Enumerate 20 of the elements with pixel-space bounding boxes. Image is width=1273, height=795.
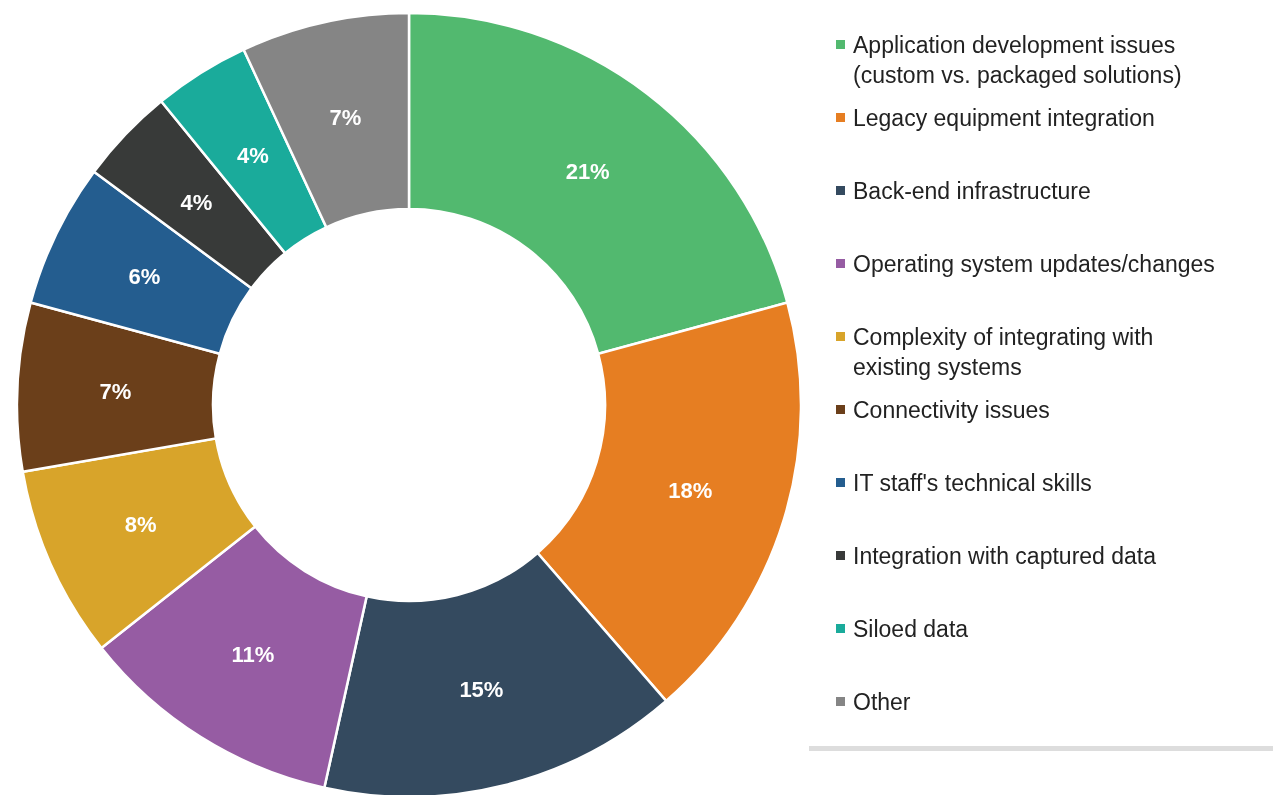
data-label: 11% [231,641,275,667]
data-label: 6% [128,264,161,290]
data-label: 8% [124,512,157,538]
legend-label: Legacy equipment integration [853,105,1155,131]
data-label: 21% [565,159,610,185]
legend-label: Complexity of integrating with existing systems [853,324,1154,380]
legend-label: IT staff's technical skills [853,470,1092,496]
legend-label: Connectivity issues [853,397,1050,423]
legend-label: Other [853,689,911,715]
data-label: 18% [668,478,713,504]
legend-label: Application development issues (custom vs. packaged solutions) [853,32,1182,88]
data-label: 4% [180,189,213,215]
data-label: 4% [236,143,269,169]
legend-label: Operating system updates/changes [853,251,1215,277]
legend-label: Siloed data [853,616,969,642]
data-label: 7% [99,378,132,404]
legend-label: Back-end infrastructure [853,178,1091,204]
data-label: 7% [329,105,362,131]
data-label: 15% [459,677,504,703]
legend-label: Integration with captured data [853,543,1157,569]
